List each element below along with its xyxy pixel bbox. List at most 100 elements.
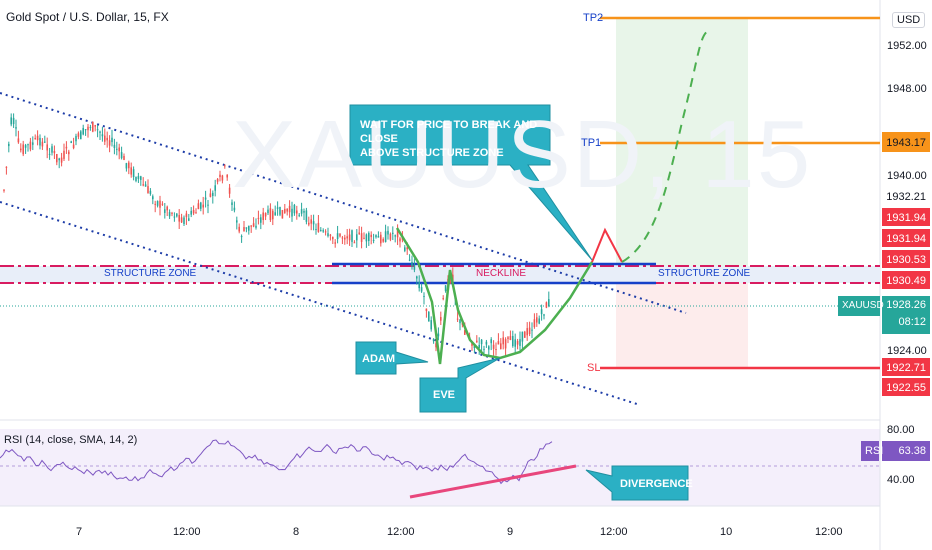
candle-body: [384, 231, 387, 242]
candle-body: [159, 200, 161, 208]
adam-callout: [355, 341, 429, 375]
candle-body: [351, 230, 353, 242]
candle-body: [365, 234, 368, 242]
tag-1931a-bg: [882, 208, 930, 226]
candle-body: [514, 339, 516, 347]
candle-body: [408, 259, 411, 261]
price-tag-1930a: 1930.53: [886, 254, 926, 266]
time-tick: 8: [293, 526, 300, 538]
candle-body: [288, 205, 291, 213]
candle-body: [264, 213, 267, 217]
candle-body: [327, 233, 329, 237]
candle-body: [80, 131, 82, 140]
candle-body: [231, 202, 233, 206]
candle-body: [428, 311, 430, 322]
candle-body: [293, 204, 296, 214]
candle-body: [166, 206, 168, 211]
candle-body: [533, 319, 536, 328]
candle-body: [202, 204, 204, 208]
candle-body: [125, 163, 128, 169]
candle-body: [219, 174, 221, 178]
candle-body: [24, 145, 27, 148]
candle-body: [396, 229, 399, 238]
candle-body: [176, 213, 178, 217]
candle-body: [543, 314, 545, 316]
candle-body: [404, 247, 406, 251]
candle-body: [531, 329, 533, 331]
time-tick: 10: [720, 526, 733, 538]
candle-body: [322, 230, 324, 232]
candle-body: [29, 141, 32, 150]
candle-body: [274, 212, 276, 216]
candle-body: [214, 185, 216, 191]
candle-body: [248, 225, 250, 231]
candle-body: [418, 281, 420, 289]
candle-body: [238, 226, 240, 232]
candle-body: [20, 148, 22, 151]
candle-body: [204, 197, 207, 200]
price-tag-1931a: 1931.94: [886, 212, 926, 224]
candle-body: [192, 210, 195, 214]
rsi-legend[interactable]: RSI (14, close, SMA, 14, 2): [4, 434, 138, 446]
symbol-tag: XAUUSD: [842, 300, 884, 311]
structure-zone-label-right: STRUCTURE ZONE: [658, 268, 751, 279]
candle-body: [58, 158, 60, 161]
candle-body: [87, 126, 89, 131]
candle-body: [360, 233, 363, 242]
candle-body: [140, 176, 142, 180]
candle-body: [459, 319, 461, 324]
candle-body: [336, 233, 339, 240]
price-tick: 1924.00: [887, 345, 927, 357]
candle-body: [512, 336, 514, 347]
candle-body: [279, 206, 281, 215]
currency-button[interactable]: USD: [892, 12, 926, 28]
candle-body: [39, 137, 41, 146]
price-tag-1931b: 1931.94: [886, 233, 926, 245]
candle-body: [521, 331, 524, 342]
candle-body: [262, 212, 264, 220]
candle-body: [372, 239, 375, 241]
rsi-tick: 40.00: [887, 474, 915, 486]
candle-body: [305, 210, 308, 222]
candle-body: [15, 127, 17, 129]
price-tag-1932: 1932.21: [882, 189, 930, 205]
candle-body: [212, 192, 214, 196]
candle-body: [68, 151, 70, 155]
candle-body: [216, 178, 219, 182]
candle-body: [284, 208, 286, 213]
candle-body: [442, 298, 444, 300]
last-price-tag: 1928.26: [886, 299, 926, 311]
candle-body: [536, 317, 538, 323]
candle-body: [370, 234, 372, 238]
candle-body: [298, 214, 300, 216]
candle-body: [10, 117, 12, 125]
projection-path: [621, 29, 713, 263]
candle-body: [224, 165, 226, 167]
candle-body: [72, 144, 75, 149]
candle-body: [310, 219, 312, 224]
candle-body: [416, 276, 418, 279]
price-tick: 1952.00: [887, 40, 927, 52]
candle-body: [281, 210, 284, 219]
sl-tag-a-bg: [882, 358, 930, 376]
candle-body: [128, 162, 130, 169]
loss-zone: [616, 268, 748, 368]
candle-body: [308, 222, 310, 225]
divergence-callout: [585, 465, 689, 501]
candle-body: [154, 203, 156, 205]
time-tick: 12:00: [387, 526, 415, 538]
candle-body: [135, 177, 137, 181]
candle-body: [156, 201, 159, 206]
candle-body: [32, 142, 34, 145]
candle-body: [528, 327, 531, 335]
sl-price-tag-b: 1922.55: [886, 382, 926, 394]
candle-body: [96, 129, 99, 131]
candle-body: [106, 137, 108, 141]
candle-body: [44, 141, 46, 143]
channel-lower-line: [0, 201, 641, 406]
candle-body: [5, 166, 8, 168]
symbol-title[interactable]: Gold Spot / U.S. Dollar, 15, FX: [6, 10, 169, 24]
candle-body: [77, 133, 80, 137]
time-tick: 12:00: [173, 526, 201, 538]
